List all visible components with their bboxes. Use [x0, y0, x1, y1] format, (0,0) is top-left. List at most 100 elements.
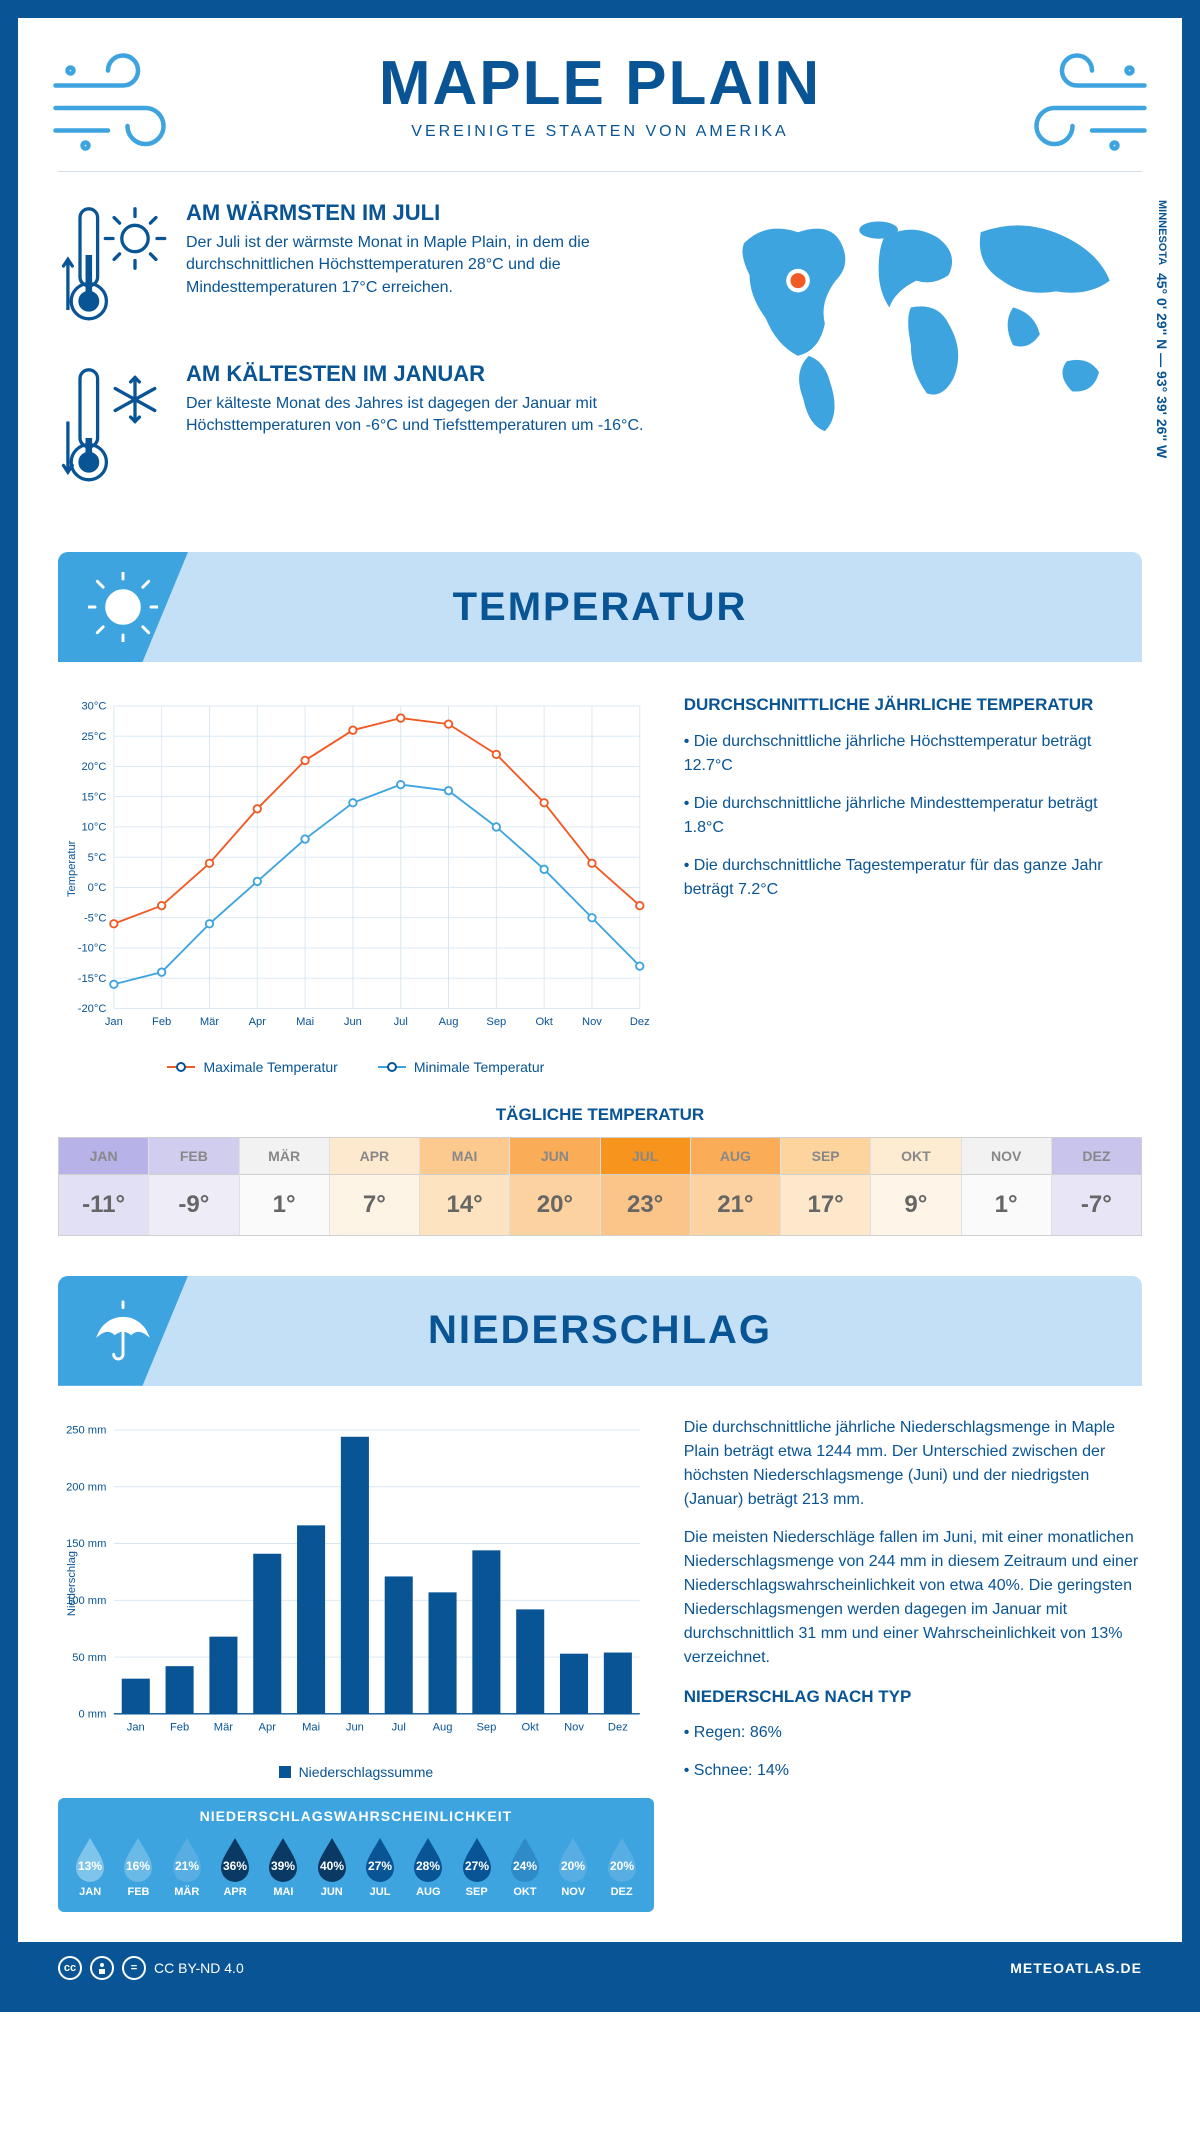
- svg-text:Jun: Jun: [344, 1016, 362, 1028]
- svg-text:21%: 21%: [175, 1859, 199, 1873]
- svg-text:27%: 27%: [465, 1859, 489, 1873]
- footer: cc = CC BY-ND 4.0 METEOATLAS.DE: [18, 1942, 1182, 1994]
- svg-text:Okt: Okt: [535, 1016, 553, 1028]
- svg-text:Aug: Aug: [439, 1016, 459, 1028]
- section-header-temperature: TEMPERATUR: [58, 552, 1142, 662]
- svg-text:13%: 13%: [78, 1859, 102, 1873]
- coldest-desc: Der kälteste Monat des Jahres ist dagege…: [186, 393, 682, 438]
- precip-desc: Die meisten Niederschläge fallen im Juni…: [684, 1526, 1142, 1670]
- wind-icon-right: [1002, 48, 1152, 173]
- temp-cell: FEB-9°: [149, 1138, 239, 1235]
- site-name: METEOATLAS.DE: [1010, 1960, 1142, 1976]
- svg-text:Mai: Mai: [302, 1721, 320, 1733]
- svg-text:-20°C: -20°C: [78, 1003, 107, 1015]
- coldest-title: AM KÄLTESTEN IM JANUAR: [186, 361, 682, 387]
- svg-text:20%: 20%: [561, 1859, 585, 1873]
- temperature-title: TEMPERATUR: [453, 585, 748, 630]
- warmest-block: AM WÄRMSTEN IM JULI Der Juli ist der wär…: [58, 200, 682, 337]
- svg-text:30°C: 30°C: [81, 701, 106, 713]
- sun-icon: [88, 572, 158, 642]
- temp-cell: SEP17°: [781, 1138, 871, 1235]
- precip-legend: Niederschlagssumme: [58, 1764, 654, 1780]
- temp-bullet: • Die durchschnittliche jährliche Höchst…: [684, 730, 1142, 778]
- svg-text:20%: 20%: [610, 1859, 634, 1873]
- wind-icon-left: [48, 48, 198, 173]
- svg-text:40%: 40%: [320, 1859, 344, 1873]
- thermometer-hot-icon: [58, 200, 168, 337]
- svg-text:0 mm: 0 mm: [79, 1708, 107, 1720]
- precip-drop: 27%JUL: [356, 1834, 404, 1898]
- svg-text:Niederschlag: Niederschlag: [66, 1551, 78, 1616]
- svg-text:Feb: Feb: [170, 1721, 189, 1733]
- precip-drop: 27%SEP: [453, 1834, 501, 1898]
- temp-cell: AUG21°: [691, 1138, 781, 1235]
- svg-text:20°C: 20°C: [81, 761, 106, 773]
- svg-text:Jan: Jan: [127, 1721, 145, 1733]
- precip-drop: 28%AUG: [404, 1834, 452, 1898]
- precip-by-type-title: NIEDERSCHLAG NACH TYP: [684, 1684, 1142, 1710]
- svg-text:Temperatur: Temperatur: [66, 840, 78, 897]
- svg-text:16%: 16%: [126, 1859, 150, 1873]
- svg-text:0°C: 0°C: [88, 882, 107, 894]
- svg-text:Dez: Dez: [630, 1016, 650, 1028]
- precip-by-type: • Regen: 86%: [684, 1721, 1142, 1745]
- thermometer-cold-icon: [58, 361, 168, 498]
- temp-bullet: • Die durchschnittliche Tagestemperatur …: [684, 854, 1142, 902]
- svg-text:15°C: 15°C: [81, 791, 106, 803]
- svg-text:Sep: Sep: [476, 1721, 496, 1733]
- page-title: MAPLE PLAIN: [58, 48, 1142, 119]
- precip-bar-chart: 0 mm50 mm100 mm150 mm200 mm250 mmNieders…: [58, 1416, 654, 1751]
- svg-text:39%: 39%: [271, 1859, 295, 1873]
- precip-drop: 39%MAI: [259, 1834, 307, 1898]
- precip-desc: Die durchschnittliche jährliche Niedersc…: [684, 1416, 1142, 1512]
- precip-drop: 40%JUN: [308, 1834, 356, 1898]
- svg-text:Jan: Jan: [105, 1016, 123, 1028]
- by-icon: [90, 1956, 114, 1980]
- svg-text:Jul: Jul: [394, 1016, 408, 1028]
- section-header-precip: NIEDERSCHLAG: [58, 1276, 1142, 1386]
- svg-text:Mär: Mär: [200, 1016, 219, 1028]
- temp-cell: NOV1°: [962, 1138, 1052, 1235]
- coldest-block: AM KÄLTESTEN IM JANUAR Der kälteste Mona…: [58, 361, 682, 498]
- precip-drop: 20%DEZ: [597, 1834, 645, 1898]
- temp-cell: APR7°: [330, 1138, 420, 1235]
- svg-text:250 mm: 250 mm: [66, 1424, 106, 1436]
- precip-drop: 24%OKT: [501, 1834, 549, 1898]
- precip-drop: 13%JAN: [66, 1834, 114, 1898]
- temperature-line-chart: -20°C-15°C-10°C-5°C0°C5°C10°C15°C20°C25°…: [58, 692, 654, 1046]
- svg-text:Nov: Nov: [564, 1721, 584, 1733]
- svg-text:Nov: Nov: [582, 1016, 602, 1028]
- precip-drop: 20%NOV: [549, 1834, 597, 1898]
- svg-text:50 mm: 50 mm: [72, 1652, 106, 1664]
- umbrella-icon: [88, 1296, 158, 1366]
- svg-text:Jun: Jun: [346, 1721, 364, 1733]
- world-map: MINNESOTA 45° 0' 29'' N — 93° 39' 26'' W: [712, 200, 1142, 522]
- warmest-title: AM WÄRMSTEN IM JULI: [186, 200, 682, 226]
- svg-text:-15°C: -15°C: [78, 973, 107, 985]
- svg-text:28%: 28%: [416, 1859, 440, 1873]
- temp-cell: MAI14°: [420, 1138, 510, 1235]
- svg-text:Apr: Apr: [249, 1016, 267, 1028]
- temperature-legend: .leg-sw::after{border-color:inherit}Maxi…: [58, 1059, 654, 1075]
- precip-by-type: • Schnee: 14%: [684, 1759, 1142, 1783]
- svg-text:Okt: Okt: [522, 1721, 540, 1733]
- nd-icon: =: [122, 1956, 146, 1980]
- precip-drop: 21%MÄR: [163, 1834, 211, 1898]
- temp-cell: MÄR1°: [240, 1138, 330, 1235]
- svg-text:Apr: Apr: [259, 1721, 277, 1733]
- precip-probability-panel: NIEDERSCHLAGSWAHRSCHEINLICHKEIT 13%JAN16…: [58, 1798, 654, 1912]
- cc-icon: cc: [58, 1956, 82, 1980]
- svg-text:-10°C: -10°C: [78, 943, 107, 955]
- page-subtitle: VEREINIGTE STAATEN VON AMERIKA: [58, 123, 1142, 141]
- svg-text:Mai: Mai: [296, 1016, 314, 1028]
- svg-text:200 mm: 200 mm: [66, 1481, 106, 1493]
- precip-drop: 36%APR: [211, 1834, 259, 1898]
- precip-title: NIEDERSCHLAG: [428, 1308, 772, 1353]
- svg-text:27%: 27%: [368, 1859, 392, 1873]
- svg-text:-5°C: -5°C: [84, 912, 106, 924]
- daily-temperature-table: JAN-11°FEB-9°MÄR1°APR7°MAI14°JUN20°JUL23…: [58, 1137, 1142, 1236]
- svg-text:150 mm: 150 mm: [66, 1538, 106, 1550]
- svg-text:10°C: 10°C: [81, 822, 106, 834]
- temp-cell: JAN-11°: [59, 1138, 149, 1235]
- svg-text:36%: 36%: [223, 1859, 247, 1873]
